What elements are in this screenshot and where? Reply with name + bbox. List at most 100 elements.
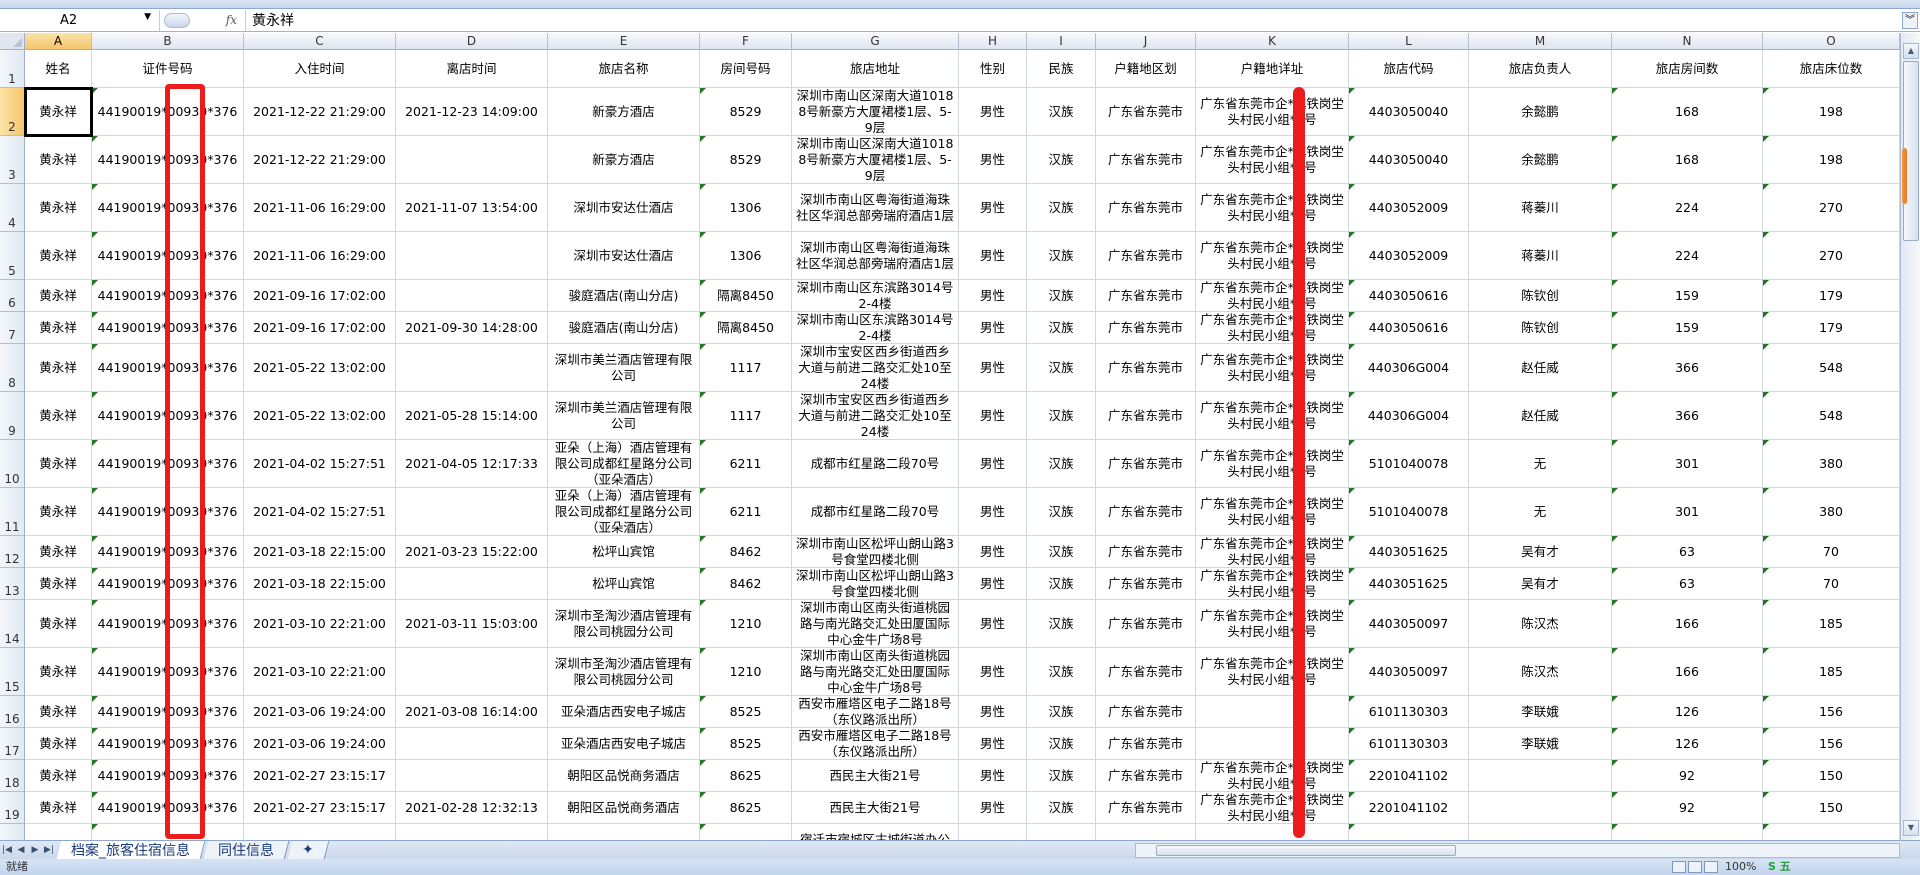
normal-view-icon[interactable] <box>1672 861 1686 873</box>
row-header[interactable]: 4 <box>0 184 25 232</box>
table-cell[interactable]: 5101040078 <box>1349 488 1469 536</box>
table-cell[interactable] <box>396 136 548 184</box>
table-cell[interactable]: 广东省东莞市 <box>1096 536 1196 568</box>
table-cell[interactable]: 男性 <box>959 232 1027 280</box>
row-header[interactable]: 13 <box>0 568 25 600</box>
header-cell[interactable]: 旅店负责人 <box>1469 50 1612 88</box>
table-cell[interactable]: 汉族 <box>1027 728 1096 760</box>
table-cell[interactable]: 1306 <box>700 184 792 232</box>
table-cell[interactable]: 198 <box>1763 88 1900 136</box>
header-cell[interactable]: 证件号码 <box>92 50 244 88</box>
table-cell[interactable]: 黄永祥 <box>25 344 92 392</box>
table-cell[interactable]: 松坪山宾馆 <box>548 568 700 600</box>
table-cell[interactable]: 2021-03-11 15:03:00 <box>396 600 548 648</box>
prev-sheet-icon[interactable]: ◀ <box>17 845 25 855</box>
table-cell[interactable]: 广东省东莞市企*镇铁岗坣头村民小组*0号 <box>1196 488 1349 536</box>
table-cell[interactable]: 深圳市安达仕酒店 <box>548 232 700 280</box>
table-cell[interactable]: 骏庭酒店(南山分店) <box>548 312 700 344</box>
table-cell[interactable]: 广东省东莞市企*镇铁岗坣头村民小组*0号 <box>1196 232 1349 280</box>
scrollbar-thumb[interactable] <box>1156 845 1456 856</box>
header-cell[interactable]: 入住时间 <box>244 50 396 88</box>
table-cell[interactable]: 广东省东莞市 <box>1096 488 1196 536</box>
table-cell[interactable]: 130 <box>1763 824 1900 840</box>
table-cell[interactable]: 4403051625 <box>1349 536 1469 568</box>
table-cell[interactable]: 156 <box>1763 696 1900 728</box>
table-cell[interactable]: 汉族 <box>1027 488 1096 536</box>
table-cell[interactable]: 2021-04-05 12:17:33 <box>396 440 548 488</box>
zoom-level[interactable]: 100% <box>1725 860 1757 873</box>
table-cell[interactable]: 224 <box>1612 184 1763 232</box>
name-box[interactable]: A2 ▼ <box>0 9 160 31</box>
row-header[interactable]: 11 <box>0 488 25 536</box>
row-header[interactable]: 20 <box>0 824 25 840</box>
table-cell[interactable]: 隔离8450 <box>700 312 792 344</box>
table-cell[interactable]: 广东省东莞市企*镇铁岗坣头村民小组*0号 <box>1196 344 1349 392</box>
table-cell[interactable]: 2021-03-23 15:22:00 <box>396 536 548 568</box>
table-cell[interactable]: 男性 <box>959 536 1027 568</box>
table-cell[interactable]: 广东省东莞市企*镇铁岗坣头村民小组*0号 <box>1196 88 1349 136</box>
table-cell[interactable]: 1306 <box>700 232 792 280</box>
table-cell[interactable]: 黄永祥 <box>25 792 92 824</box>
table-cell[interactable]: 6101130303 <box>1349 696 1469 728</box>
table-cell[interactable]: 黄永祥 <box>25 600 92 648</box>
table-cell[interactable]: 2021-04-02 15:27:51 <box>244 440 396 488</box>
row-header[interactable]: 19 <box>0 792 25 824</box>
table-cell[interactable]: 126 <box>1612 728 1763 760</box>
table-cell[interactable]: 2021-12-23 14:09:00 <box>396 88 548 136</box>
table-cell[interactable]: 2021-03-10 22:21:00 <box>244 600 396 648</box>
table-cell[interactable]: 黄永祥 <box>25 728 92 760</box>
table-cell[interactable]: 黄永祥 <box>25 312 92 344</box>
table-cell[interactable]: 2021-03-18 22:15:00 <box>244 536 396 568</box>
table-cell[interactable]: 4403050040 <box>1349 136 1469 184</box>
table-cell[interactable]: 男性 <box>959 88 1027 136</box>
table-cell[interactable] <box>396 760 548 792</box>
table-cell[interactable]: 广东省东莞市 <box>1096 280 1196 312</box>
table-cell[interactable]: 黄永祥 <box>25 232 92 280</box>
table-cell[interactable]: 汉族 <box>1027 184 1096 232</box>
table-cell[interactable]: 广东省东莞市企*镇铁岗坣头村民小组*0号 <box>1196 440 1349 488</box>
table-cell[interactable]: 深圳市圣淘沙酒店管理有限公司桃园分公司 <box>548 600 700 648</box>
column-header-a[interactable]: A <box>25 33 92 50</box>
table-cell[interactable]: 2021-02-19 14:53:00 <box>244 824 396 840</box>
table-cell[interactable]: 宿迁市宿城区古城街道办公大楼（地上北一层、地 <box>792 824 959 840</box>
table-cell[interactable]: 无 <box>1469 488 1612 536</box>
column-header-h[interactable]: H <box>959 33 1027 50</box>
table-cell[interactable]: 男性 <box>959 136 1027 184</box>
table-cell[interactable]: 2021-03-18 22:15:00 <box>244 568 396 600</box>
table-cell[interactable]: 深圳市南山区南头街道桃园路与南光路交汇处田厦国际中心金牛广场8号 <box>792 648 959 696</box>
table-cell[interactable]: 2021-03-08 16:14:00 <box>396 696 548 728</box>
table-cell[interactable]: 亚朵酒店西安电子城店 <box>548 696 700 728</box>
table-cell[interactable]: 广东省东莞市 <box>1096 136 1196 184</box>
table-cell[interactable]: 92 <box>1612 792 1763 824</box>
table-cell[interactable]: 6211 <box>700 440 792 488</box>
table-cell[interactable]: 黄永祥 <box>25 824 92 840</box>
table-cell[interactable]: 270 <box>1763 232 1900 280</box>
table-cell[interactable]: 广东省东莞市企*镇铁岗 <box>1196 824 1349 840</box>
spreadsheet-grid[interactable]: A B C D E F G H I J K L M N O 1 姓名 证件号码 入住时间 离店时间 旅店名称 房间号码 旅店… <box>0 33 1900 840</box>
table-cell[interactable]: 陈汉杰 <box>1469 600 1612 648</box>
column-header-l[interactable]: L <box>1349 33 1469 50</box>
insert-sheet-icon[interactable]: ✦ <box>287 841 330 859</box>
table-cell[interactable]: 余懿鹏 <box>1469 88 1612 136</box>
table-cell[interactable]: 黄永祥 <box>25 392 92 440</box>
header-cell[interactable]: 旅店代码 <box>1349 50 1469 88</box>
table-cell[interactable]: 汉族 <box>1027 568 1096 600</box>
table-cell[interactable]: 1210 <box>700 600 792 648</box>
table-cell[interactable]: 黄永祥 <box>25 184 92 232</box>
table-cell[interactable]: 李联娥 <box>1469 728 1612 760</box>
table-cell[interactable]: 4403052009 <box>1349 232 1469 280</box>
sheet-tab-archive[interactable]: 档案_旅客住宿信息 <box>56 841 206 859</box>
row-header[interactable]: 8 <box>0 344 25 392</box>
header-cell[interactable]: 姓名 <box>25 50 92 88</box>
table-cell[interactable]: 余懿鹏 <box>1469 136 1612 184</box>
table-cell[interactable]: 广东省东莞市企*镇铁岗坣头村民小组*0号 <box>1196 760 1349 792</box>
table-cell[interactable]: 1210 <box>700 648 792 696</box>
table-cell[interactable]: 4403050616 <box>1349 280 1469 312</box>
column-header-g[interactable]: G <box>792 33 959 50</box>
table-cell[interactable]: 广东省东莞市 <box>1096 760 1196 792</box>
table-cell[interactable]: 广东省东莞市企*镇铁岗坣头村民小组*0号 <box>1196 536 1349 568</box>
table-cell[interactable]: 4403050097 <box>1349 648 1469 696</box>
table-cell[interactable]: 汉族 <box>1027 392 1096 440</box>
table-cell[interactable]: 8525 <box>700 696 792 728</box>
table-cell[interactable]: 赵任威 <box>1469 392 1612 440</box>
